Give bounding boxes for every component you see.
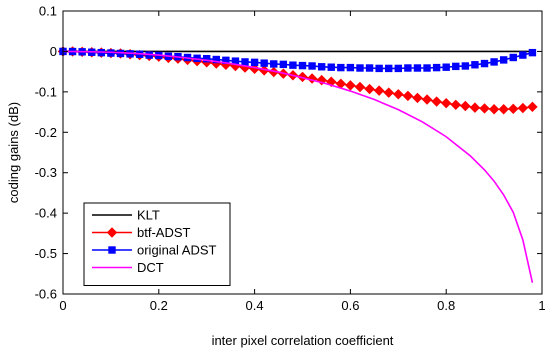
legend: KLT btf-ADST original ADST DCT <box>84 203 230 286</box>
data-point-original-adst <box>462 63 468 69</box>
legend-label-original-adst: original ADST <box>137 243 217 258</box>
data-point-original-adst <box>443 64 449 70</box>
y-tick-label: -0.5 <box>35 246 57 261</box>
legend-marker-original-adst <box>109 247 115 253</box>
data-point-original-adst <box>424 65 430 71</box>
data-point-original-adst <box>386 65 392 71</box>
data-point-original-adst <box>328 64 334 70</box>
data-point-original-adst <box>261 60 267 66</box>
legend-label-btf-adst: btf-ADST <box>137 225 191 240</box>
data-point-original-adst <box>414 65 420 71</box>
data-point-original-adst <box>290 62 296 68</box>
legend-label-klt: KLT <box>137 208 160 223</box>
y-tick-label: 0 <box>50 44 57 59</box>
data-point-original-adst <box>520 52 526 58</box>
x-tick-label: 0 <box>59 298 66 313</box>
y-tick-label: -0.1 <box>35 84 57 99</box>
data-point-original-adst <box>481 60 487 66</box>
data-point-original-adst <box>472 62 478 68</box>
x-tick-label: 0.8 <box>437 298 455 313</box>
x-axis-label: inter pixel correlation coefficient <box>212 333 394 348</box>
x-tick-label: 0.6 <box>341 298 359 313</box>
data-point-original-adst <box>309 63 315 69</box>
data-point-original-adst <box>376 65 382 71</box>
y-tick-label: -0.4 <box>35 206 57 221</box>
data-point-original-adst <box>318 64 324 70</box>
data-point-original-adst <box>299 62 305 68</box>
data-point-original-adst <box>529 49 535 55</box>
data-point-original-adst <box>366 65 372 71</box>
x-tick-label: 0.2 <box>150 298 168 313</box>
data-point-original-adst <box>453 63 459 69</box>
legend-label-dct: DCT <box>137 260 164 275</box>
data-point-original-adst <box>395 65 401 71</box>
data-point-original-adst <box>491 59 497 65</box>
y-tick-label: -0.6 <box>35 287 57 302</box>
data-point-original-adst <box>251 59 257 65</box>
x-tick-label: 1 <box>538 298 545 313</box>
data-point-original-adst <box>347 64 353 70</box>
x-tick-label: 0.4 <box>246 298 264 313</box>
data-point-original-adst <box>510 54 516 60</box>
data-point-original-adst <box>242 59 248 65</box>
data-point-original-adst <box>357 65 363 71</box>
data-point-original-adst <box>433 64 439 70</box>
y-tick-label: -0.3 <box>35 165 57 180</box>
data-point-original-adst <box>405 65 411 71</box>
y-tick-label: -0.2 <box>35 125 57 140</box>
data-point-original-adst <box>500 57 506 63</box>
y-tick-label: 0.1 <box>39 4 57 19</box>
y-axis-label: coding gains (dB) <box>6 102 21 203</box>
data-point-original-adst <box>338 64 344 70</box>
data-point-original-adst <box>280 61 286 67</box>
data-point-original-adst <box>271 61 277 67</box>
